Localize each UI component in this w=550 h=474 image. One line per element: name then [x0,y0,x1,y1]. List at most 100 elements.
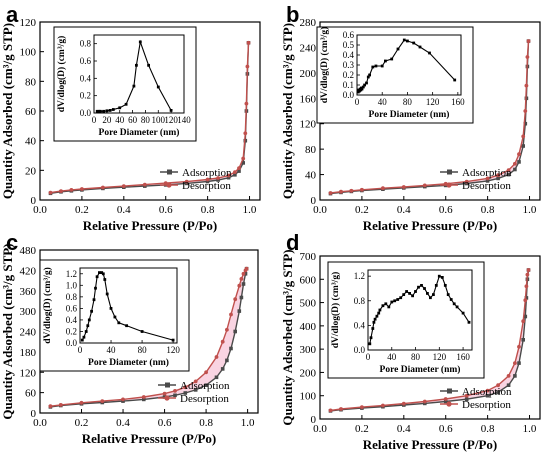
inset-x-tick-label: 120 [433,352,447,362]
inset-y-tick-label: 0.4 [66,315,78,325]
inset-point [440,276,444,279]
legend-marker [446,182,452,188]
y-tick-label: 80 [305,144,317,156]
adsorption-point [220,367,225,371]
desorption-point [339,189,343,194]
y-tick-label: 420 [20,265,37,277]
x-tick-label: 0.8 [481,204,495,216]
y-tick-label: 240 [300,42,317,54]
inset-point [363,83,366,87]
x-tick-label: 0.2 [75,417,89,429]
desorption-point [513,361,517,365]
inset-plot-frame [79,267,178,344]
inset-y-tick-label: 0.2 [80,91,91,101]
desorption-point [422,183,427,188]
y-tick-label: 400 [300,321,317,333]
inset-point [429,296,432,300]
inset-point [99,109,102,113]
x-tick-label: 0.2 [355,204,369,216]
desorption-point [239,277,244,281]
y-tick-label: 80 [25,76,37,88]
x-tick-label: 0.4 [116,417,130,429]
adsorption-point [173,393,177,398]
desorption-point [523,109,528,113]
inset-point [361,85,365,89]
inset-point [368,342,372,346]
legend-marker [165,382,170,388]
inset-point [98,271,101,274]
inset-point [384,302,388,306]
desorption-point [443,397,448,401]
desorption-point [58,403,63,407]
adsorption-point [423,401,427,406]
inset-chart: 0 20 40 60 80 100 120 140 0.0 0.2 0.4 0.6 0.8 Pore Di… [53,26,197,142]
inset-point [105,292,109,296]
y-tick-label: 240 [20,327,37,339]
inset-point [414,290,417,293]
desorption-line [330,269,530,412]
inset-chart: 0 40 80 120 160 0.00.10.20.30.40.50.6 Pore Dia… [316,26,474,124]
panel-a: a0.0 0.2 0.4 0.6 0.8 1.0020406080100120Relati… [0,2,261,233]
desorption-point [525,55,530,59]
inset-x-tick-label: 160 [456,352,470,362]
adsorption-point [204,383,208,387]
y-tick-label: 300 [300,344,317,356]
x-tick-label: 1.0 [243,204,257,216]
x-axis-title: Relative Pressure (P/Po) [363,218,498,233]
inset-y-tick-label: 0.0 [343,90,355,100]
inset-point [103,278,107,281]
desorption-point [204,370,209,375]
inset-point [449,298,453,301]
desorption-point [524,83,529,88]
desorption-point [381,403,385,408]
inset-point [461,311,465,315]
inset-x-tick-label: 120 [166,345,180,355]
desorption-point [241,271,246,276]
adsorption-point [183,391,188,395]
desorption-point [48,404,53,409]
desorption-point [79,400,84,405]
inset-point [92,298,96,302]
adsorption-point [523,121,528,126]
inset-point [374,64,378,68]
inset-y-tick-label: 0.4 [80,73,92,83]
inset-point [147,63,150,67]
inset-y-tick-label: 1.0 [66,280,78,290]
y-tick-label: 160 [300,93,317,105]
x-tick-label: 0.6 [439,423,453,435]
inset-point [418,45,422,49]
inset-y-tick-label: 0.3 [343,60,355,70]
y-tick-label: 120 [300,119,317,131]
inset-point [368,73,371,77]
desorption-point [162,391,167,396]
inset-x-axis-title: Pore Diameter (nm) [88,357,169,368]
inset-point [371,65,375,69]
adsorption-point [237,169,241,173]
inset-y-tick-label: 1.2 [66,269,77,279]
desorption-point [48,190,53,195]
desorption-point [225,327,229,332]
inset-point [102,109,105,113]
inset-point [446,293,450,296]
adsorption-point [205,179,210,184]
x-tick-label: 0.4 [397,204,411,216]
inset-y-tick-label: 0.6 [66,303,78,313]
desorption-point [243,131,248,136]
y-tick-label: 100 [20,47,37,59]
desorption-point [381,186,385,191]
adsorption-point [193,388,198,392]
desorption-point [401,185,406,189]
adsorption-line [330,269,530,412]
inset-x-tick-label: 160 [451,97,465,107]
panel-b: b 0.0 0.2 0.4 0.6 0.8 1.0 0 40 80 120 160 200 240 280 R… [280,2,541,233]
desorption-point [517,152,521,157]
inset-frame-outer [327,261,485,379]
desorption-point [328,408,333,413]
y-tick-label: 200 [300,367,317,379]
desorption-point [339,407,343,411]
plot-frame [319,255,541,420]
inset-point [453,78,457,82]
x-tick-label: 0.6 [159,204,173,216]
inset-point [381,304,385,308]
desorption-point [216,176,221,180]
